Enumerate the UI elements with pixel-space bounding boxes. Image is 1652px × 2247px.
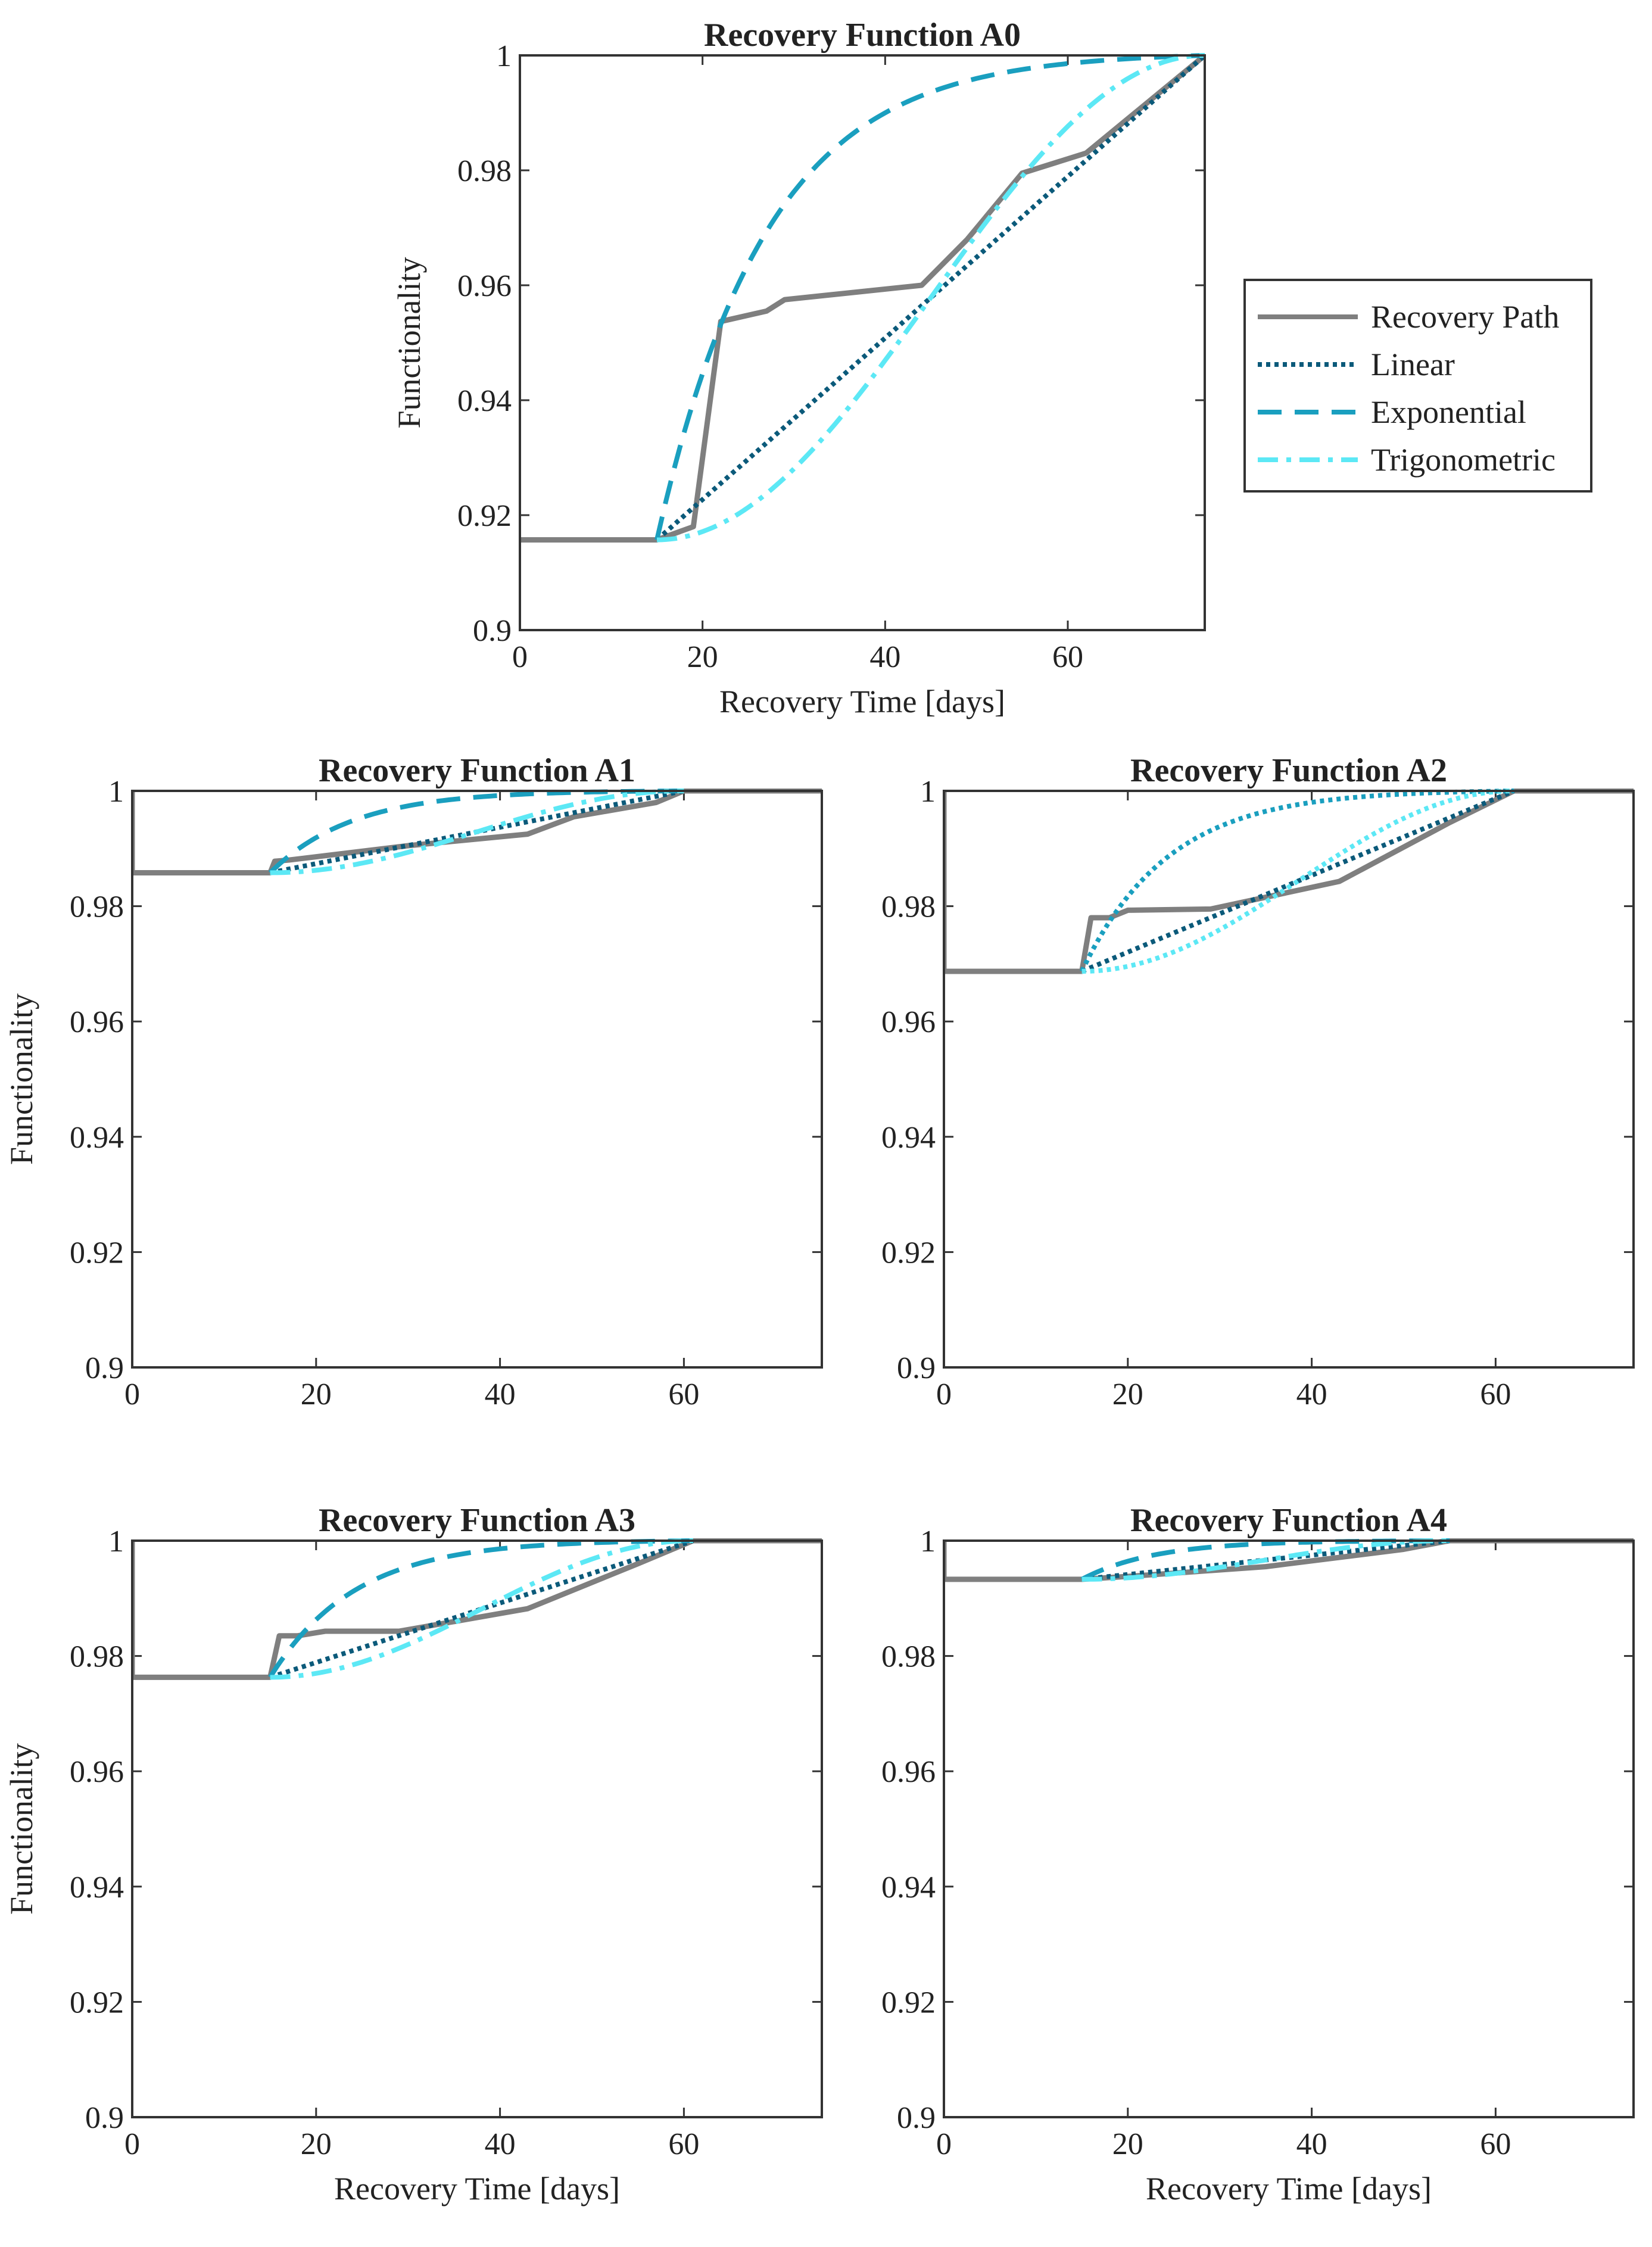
series-line-trig	[1081, 1538, 1450, 1582]
chart-panel-0: Recovery Function A0 0.9 0.92 0.94 0.96 0.98 1…	[391, 17, 1206, 719]
series-line-exponential	[268, 789, 684, 875]
plot-frame	[943, 790, 1635, 1369]
y-tick-label: 0.96	[70, 1005, 124, 1039]
series-line-path	[132, 789, 822, 875]
series-line-linear	[269, 1538, 694, 1680]
legend-label-trig: Trigonometric	[1371, 442, 1556, 478]
chart-title: Recovery Function A3	[319, 1502, 635, 1539]
y-tick-label: 0.9	[85, 2101, 124, 2135]
series-line-trig	[270, 789, 684, 875]
y-tick-label: 0.92	[70, 1236, 124, 1270]
x-tick-label: 20	[301, 2127, 332, 2161]
y-tick-label: 1	[920, 775, 936, 809]
series-line-exponential	[1079, 789, 1514, 973]
chart-panel-3: Recovery Function A3 0.9 0.92 0.94 0.96 0.98 1…	[4, 1502, 823, 2207]
y-tick-label: 0.96	[457, 269, 512, 303]
series-group	[132, 789, 822, 875]
y-tick-label: 0.92	[881, 1986, 936, 2020]
x-tick-label: 60	[668, 1378, 699, 1411]
y-tick-label: 0.94	[70, 1871, 124, 1905]
y-axis-label: Functionality	[4, 1743, 39, 1915]
plot-frame	[943, 1539, 1635, 2118]
y-tick-label: 0.96	[70, 1755, 124, 1789]
y-tick-label: 0.94	[457, 384, 512, 418]
y-axis-label: Functionality	[391, 257, 427, 429]
x-axis-label: Recovery Time [days]	[719, 684, 1005, 719]
series-line-trig	[270, 1538, 693, 1680]
x-tick-label: 40	[1296, 1378, 1327, 1411]
plot-frame	[519, 54, 1206, 631]
plot-frame	[131, 1539, 823, 2118]
y-tick-label: 0.92	[457, 499, 512, 533]
y-tick-label: 0.9	[897, 1351, 936, 1385]
x-tick-label: 40	[1296, 2127, 1327, 2161]
chart-title: Recovery Function A0	[704, 17, 1021, 54]
y-tick-label: 0.9	[85, 1351, 124, 1385]
x-tick-label: 20	[301, 1378, 332, 1411]
y-tick-label: 0.98	[881, 1640, 936, 1674]
x-tick-label: 0	[124, 1378, 140, 1411]
series-line-path	[520, 53, 1205, 543]
y-tick-label: 0.96	[881, 1755, 936, 1789]
series-line-linear	[655, 54, 1205, 542]
x-tick-label: 0	[512, 640, 528, 674]
x-axis-label: Recovery Time [days]	[1146, 2171, 1432, 2207]
legend: Recovery Path Linear Exponential Trigonomet…	[1243, 279, 1592, 493]
chart-panel-4: Recovery Function A4 0.9 0.92 0.94 0.96 0.98 1…	[881, 1502, 1635, 2207]
x-tick-label: 0	[936, 2127, 952, 2161]
y-tick-label: 0.98	[70, 890, 124, 924]
series-group	[132, 1538, 822, 1680]
series-line-path	[944, 1538, 1634, 1582]
y-tick-label: 0.98	[881, 890, 936, 924]
x-tick-label: 0	[124, 2127, 140, 2161]
x-tick-label: 40	[485, 1378, 516, 1411]
y-tick-label: 0.9	[473, 614, 512, 648]
legend-label-path: Recovery Path	[1371, 299, 1559, 335]
y-tick-label: 0.96	[881, 1005, 936, 1039]
x-axis-label: Recovery Time [days]	[334, 2171, 620, 2207]
series-line-trig	[1081, 789, 1514, 974]
x-tick-label: 40	[869, 640, 900, 674]
series-line-path	[132, 1538, 822, 1680]
y-tick-label: 0.98	[70, 1640, 124, 1674]
series-line-linear	[1081, 789, 1515, 974]
x-tick-label: 20	[687, 640, 718, 674]
y-axis-label: Functionality	[4, 993, 39, 1165]
series-group	[944, 1538, 1634, 1582]
y-tick-label: 0.92	[70, 1986, 124, 2020]
x-tick-label: 40	[485, 2127, 516, 2161]
x-tick-label: 60	[1480, 1378, 1511, 1411]
plot-frame	[131, 790, 823, 1369]
x-tick-label: 20	[1112, 1378, 1143, 1411]
series-group	[944, 789, 1634, 974]
y-tick-label: 0.9	[897, 2101, 936, 2135]
chart-panel-2: Recovery Function A2 0.9 0.92 0.94 0.96 0.98 1…	[881, 752, 1635, 1411]
chart-title: Recovery Function A4	[1130, 1502, 1447, 1539]
y-tick-label: 0.92	[881, 1236, 936, 1270]
y-tick-label: 0.94	[881, 1121, 936, 1155]
x-tick-label: 60	[1480, 2127, 1511, 2161]
series-line-trig	[656, 53, 1205, 543]
legend-label-exponential: Exponential	[1371, 394, 1526, 430]
y-tick-label: 1	[496, 39, 512, 73]
x-tick-label: 20	[1112, 2127, 1143, 2161]
y-tick-label: 0.98	[457, 154, 512, 188]
series-line-path	[944, 789, 1634, 974]
y-tick-label: 1	[108, 775, 124, 809]
y-tick-label: 0.94	[70, 1121, 124, 1155]
chart-panel-1: Recovery Function A1 0.9 0.92 0.94 0.96 0.98 1…	[4, 752, 823, 1411]
y-tick-label: 1	[108, 1525, 124, 1559]
series-group	[520, 53, 1205, 543]
x-tick-label: 0	[936, 1378, 952, 1411]
x-tick-label: 60	[1052, 640, 1083, 674]
y-tick-label: 1	[920, 1525, 936, 1559]
legend-label-linear: Linear	[1371, 347, 1455, 382]
x-tick-label: 60	[668, 2127, 699, 2161]
chart-title: Recovery Function A2	[1130, 752, 1447, 789]
chart-title: Recovery Function A1	[319, 752, 635, 789]
y-tick-label: 0.94	[881, 1871, 936, 1905]
